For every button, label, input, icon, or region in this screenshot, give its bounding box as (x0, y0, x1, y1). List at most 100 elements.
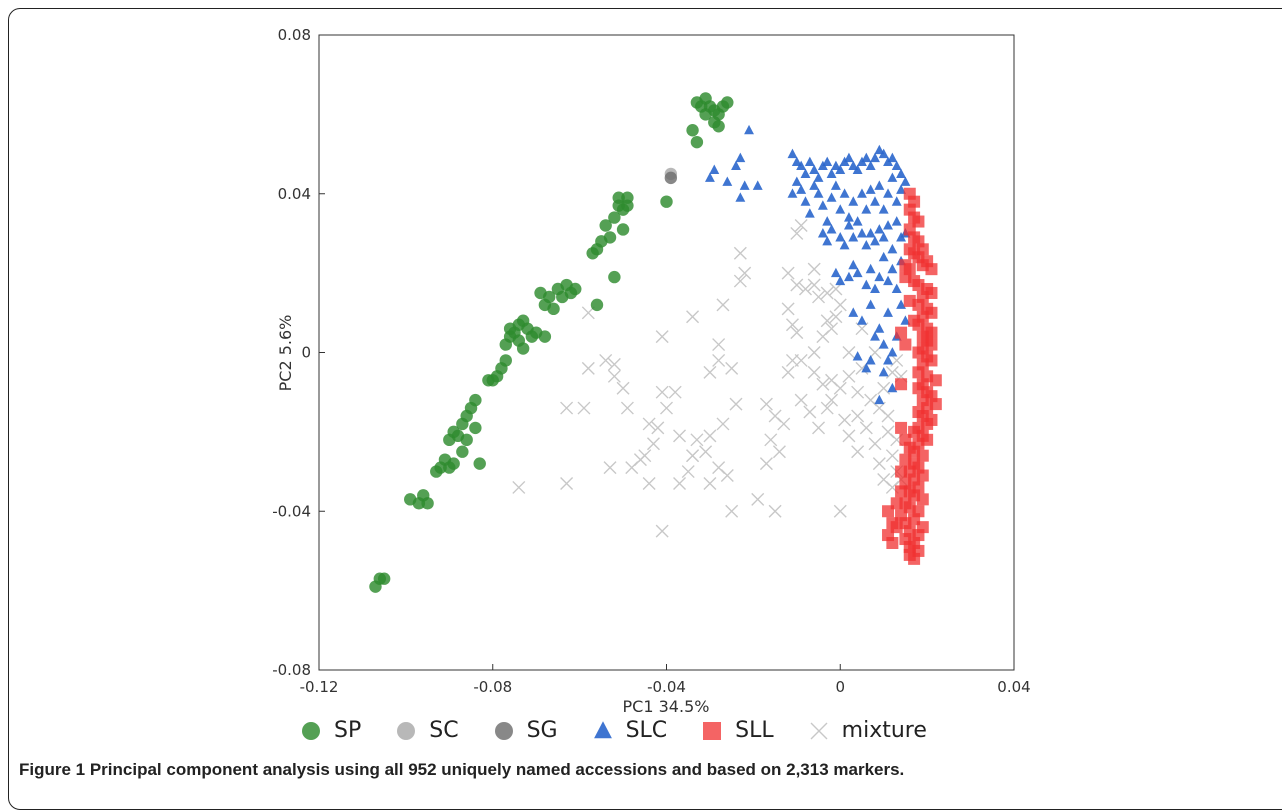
point-mixture (673, 476, 687, 490)
point-slc (874, 394, 885, 405)
point-slc (896, 168, 907, 178)
point-sll (895, 378, 908, 391)
point-slc (852, 267, 863, 278)
point-mixture (642, 417, 656, 431)
point-mixture (807, 346, 821, 359)
point-slc (857, 315, 867, 325)
point-mixture (851, 445, 865, 459)
point-slc (878, 251, 889, 262)
point-mixture (655, 385, 669, 399)
point-slc (883, 275, 893, 286)
point-mixture (794, 219, 808, 232)
point-mixture (620, 401, 634, 415)
point-mixture (655, 524, 669, 538)
legend-label: SG (526, 718, 558, 743)
point-mixture (785, 318, 799, 332)
point-sp (469, 393, 482, 407)
legend-label: SLL (735, 718, 774, 743)
point-mixture (716, 417, 730, 431)
point-slc (852, 351, 863, 361)
legend-marker-mixture (810, 722, 828, 739)
legend-label: mixture (841, 718, 927, 743)
point-mixture (599, 353, 613, 367)
series-sll (882, 187, 942, 565)
point-mixture (833, 504, 847, 518)
point-mixture (781, 365, 795, 379)
point-slc (870, 196, 880, 206)
point-sp (690, 135, 704, 149)
point-mixture (560, 476, 574, 490)
x-tick-label: 0 (835, 678, 845, 696)
series-mixture (512, 219, 908, 538)
point-slc (704, 172, 715, 182)
point-slc (830, 267, 841, 278)
point-slc (870, 331, 880, 341)
point-slc (883, 355, 893, 365)
point-sg (664, 171, 678, 185)
point-sll (895, 465, 908, 478)
point-slc (848, 160, 859, 171)
point-mixture (660, 401, 673, 415)
point-slc (796, 184, 807, 194)
legend-label: SC (429, 718, 459, 743)
x-tick-label: -0.12 (300, 678, 339, 696)
point-mixture (868, 437, 882, 451)
point-slc (874, 323, 885, 333)
point-slc (813, 172, 824, 182)
point-slc (887, 347, 898, 357)
point-slc (865, 355, 876, 365)
point-sll (925, 263, 938, 276)
legend-item-sll: SLL (701, 718, 774, 743)
point-slc (848, 259, 859, 270)
point-slc (891, 160, 902, 171)
point-slc (830, 180, 841, 190)
point-mixture (751, 492, 765, 506)
point-mixture (638, 449, 652, 463)
point-mixture (725, 504, 739, 518)
point-mixture (803, 405, 817, 419)
point-mixture (812, 290, 826, 304)
point-sll (899, 259, 912, 272)
point-mixture (733, 246, 747, 260)
point-slc (891, 216, 902, 226)
point-slc (852, 164, 863, 174)
point-slc (809, 164, 820, 174)
point-slc (848, 307, 859, 317)
point-slc (878, 148, 889, 159)
point-slc (865, 228, 876, 238)
point-mixture (655, 330, 669, 344)
y-tick-label: -0.04 (272, 502, 311, 520)
point-slc (887, 172, 898, 182)
point-mixture (794, 393, 808, 407)
point-mixture (603, 461, 617, 475)
point-mixture (790, 326, 804, 340)
point-slc (817, 228, 828, 238)
legend-marker-sll (703, 721, 722, 740)
point-sll (929, 374, 942, 387)
point-sp (686, 124, 699, 137)
point-slc (826, 224, 837, 234)
point-slc (822, 156, 833, 167)
point-mixture (642, 476, 656, 490)
point-sll (895, 485, 908, 498)
point-slc (896, 299, 907, 309)
x-tick-label: -0.04 (647, 678, 686, 696)
point-mixture (716, 298, 730, 312)
plot-area-border (318, 34, 1015, 671)
point-sp (516, 342, 530, 355)
x-axis-ticks: -0.12 -0.08 -0.04 0 0.04 (300, 664, 1031, 696)
point-sp (460, 433, 473, 447)
point-slc (835, 204, 846, 214)
point-sll (895, 326, 908, 339)
point-slc (887, 263, 898, 274)
point-mixture (560, 401, 574, 415)
point-mixture (607, 357, 621, 371)
point-mixture (877, 473, 891, 486)
point-sp (599, 219, 612, 232)
point-mixture (699, 445, 713, 459)
point-slc (843, 271, 854, 282)
point-slc (861, 362, 872, 373)
point-mixture (807, 365, 821, 379)
point-slc (883, 188, 893, 198)
point-mixture (820, 286, 834, 300)
